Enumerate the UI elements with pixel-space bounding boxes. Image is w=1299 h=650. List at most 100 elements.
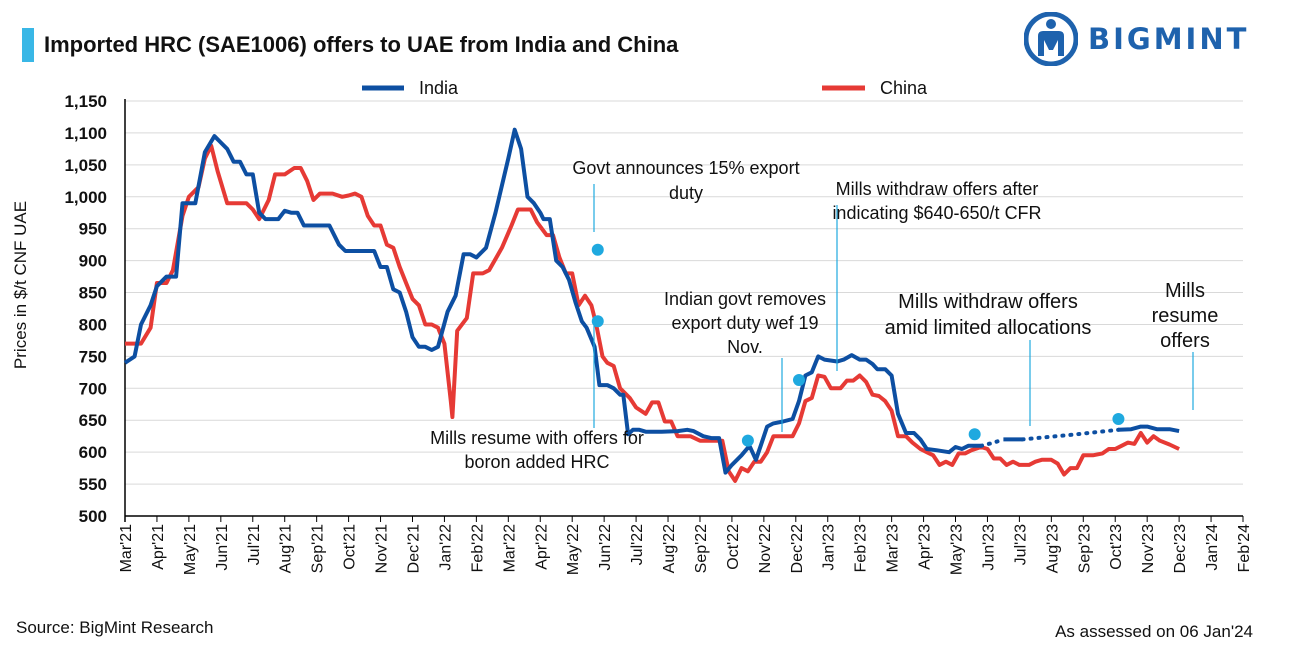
assessed-note: As assessed on 06 Jan'24 [1055,622,1253,641]
annotation-ann2: Mills resume with offers for boron added … [430,315,644,472]
x-tick-label: Jun'21 [214,524,231,571]
y-tick-label: 650 [79,411,107,430]
y-tick-label: 950 [79,220,107,239]
x-tick-label: Oct'23 [1108,524,1125,570]
x-tick-label: Nov'22 [757,524,774,573]
x-tick-label: Jan'22 [437,524,454,571]
y-tick-label: 600 [79,443,107,462]
y-tick-label: 1,000 [64,188,107,207]
chart-title: Imported HRC (SAE1006) offers to UAE fro… [44,32,679,57]
annotation-text: boron added HRC [464,452,609,472]
grid-lines [125,100,1243,485]
title-accent-bar [22,28,34,62]
y-tick-label: 550 [79,475,107,494]
y-tick-label: 1,100 [64,124,107,143]
x-tick-label: Sep'23 [1076,524,1093,573]
x-tick-label: Nov'23 [1140,524,1157,573]
x-tick-label: May'21 [182,524,199,575]
x-tick-label: Mar'23 [885,524,902,573]
logo-wordmark: BIGMINT [1088,22,1250,56]
series-line-india-dotted [1020,427,1121,442]
y-tick-label: 900 [79,252,107,271]
y-tick-label: 1,050 [64,156,107,175]
series-line-india [123,127,982,475]
chart-title-block: Imported HRC (SAE1006) offers to UAE fro… [22,28,678,62]
x-tick-label: Feb'22 [469,524,486,573]
x-tick-label: Dec'22 [789,524,806,573]
annotation-marker [792,374,805,387]
annotation-text: Mills [1165,280,1205,302]
annotation-text: Govt announces 15% export [572,158,799,178]
x-tick-label: Oct'22 [725,524,742,570]
annotation-text: indicating $640-650/t CFR [832,203,1041,223]
x-tick-label: Sep'22 [693,524,710,573]
bigmint-logo: BIGMINT [1024,10,1279,68]
x-tick-label: May'22 [565,524,582,575]
annotation-marker [1112,412,1125,425]
source-note: Source: BigMint Research [16,618,214,637]
series-line-china [125,143,1180,483]
annotation-ann3: Indian govt removes export duty wef 19 Nov… [664,289,826,447]
series-line-india-segment [1118,424,1180,434]
annotation-text: Nov. [727,337,763,357]
x-tick-label: Mar'21 [118,524,135,573]
y-axis-label: Prices in $/t CNF UAE [11,201,30,369]
y-tick-label: 1,150 [64,92,107,111]
series-line-india-dotted [979,437,1006,448]
x-tick-label: Mar'22 [501,524,518,573]
annotation-text: resume [1152,305,1219,327]
x-tick-label: Dec'21 [405,524,422,573]
x-tick-label: Dec'23 [1172,524,1189,573]
annotation-ann1: Govt announces 15% export duty [572,158,800,256]
legend-label: India [419,78,459,98]
annotation-text: duty [669,183,703,203]
x-tick-labels: Mar'21 Apr'21 May'21 Jun'21 Jul'21 Aug'21 Sep'… [118,524,1253,575]
legend: India China [362,78,928,98]
annotation-marker [591,315,604,328]
x-tick-label: Sep'21 [310,524,327,573]
x-tick-label: Jan'24 [1204,524,1221,571]
annotation-marker [591,243,604,256]
legend-item-china: China [822,78,928,98]
x-tick-label: Jul'23 [1012,524,1029,565]
annotation-text: Mills withdraw offers after [836,179,1039,199]
x-tick-label: Aug'22 [661,524,678,573]
x-tick-label: Apr'23 [917,524,934,570]
x-tick-label: Jan'23 [821,524,838,571]
annotation-marker [968,428,981,441]
x-tick-label: Feb'24 [1236,524,1253,573]
y-tick-label: 850 [79,284,107,303]
x-tick-label: Aug'23 [1044,524,1061,573]
annotation-text: export duty wef 19 [671,313,818,333]
y-tick-label: 500 [79,507,107,526]
annotation-text: Mills resume with offers for [430,428,644,448]
annotation-text: offers [1160,330,1210,352]
annotation-ann4: Mills withdraw offers after indicating $6… [792,179,1042,387]
y-tick-label: 800 [79,315,107,334]
x-tick-label: Nov'21 [374,524,391,573]
annotations: Govt announces 15% export duty Mills resum… [430,158,1218,472]
x-tick-label: Feb'23 [853,524,870,573]
x-tick-label: Jul'21 [246,524,263,565]
x-tick-label: Jul'22 [629,524,646,565]
annotation-ann5: Mills withdraw offers amid limited alloca… [885,291,1092,441]
series-lines [123,127,1180,483]
y-tick-labels: 500 550 600 650 700 750 800 850 900 950 1,000 1,050… [64,92,107,526]
annotation-ann6: Mills resume offers [1112,280,1218,425]
x-tick-label: May'23 [949,524,966,575]
annotation-marker [741,434,754,447]
y-tick-label: 700 [79,379,107,398]
y-tick-label: 750 [79,347,107,366]
x-tick-label: Jun'23 [980,524,997,571]
x-tick-label: Apr'22 [533,524,550,570]
axes [124,99,1244,522]
annotation-text: Indian govt removes [664,289,826,309]
bigmint-logo-icon [1024,12,1078,66]
x-tick-label: Jun'22 [597,524,614,571]
x-tick-label: Aug'21 [278,524,295,573]
legend-label: China [880,78,928,98]
annotation-text: Mills withdraw offers [898,291,1078,313]
annotation-text: amid limited allocations [885,317,1092,339]
x-tick-label: Apr'21 [150,524,167,570]
